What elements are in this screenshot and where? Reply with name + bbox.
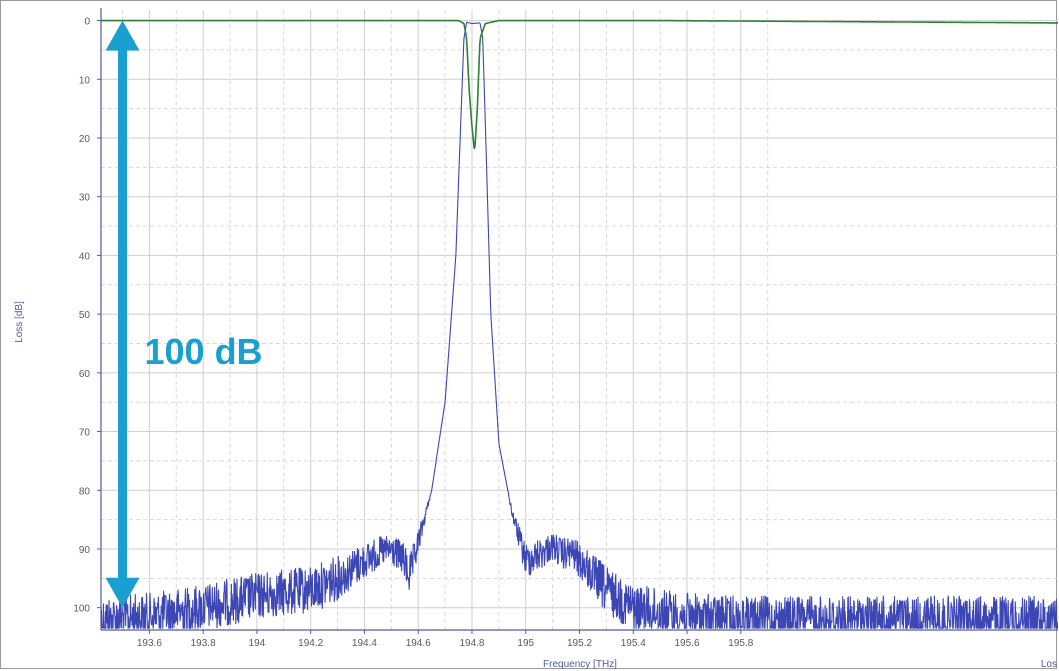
- x-tick-label: 195.4: [621, 638, 646, 649]
- y-tick-label: 100: [73, 604, 90, 615]
- x-tick-label: 195.2: [567, 638, 592, 649]
- x-tick-label: 194.4: [352, 638, 377, 649]
- y-tick-label: 80: [79, 486, 91, 497]
- annotation-arrow-head-top: [105, 20, 140, 51]
- x-tick-label: 193.8: [191, 638, 216, 649]
- x-tick-label: 194.6: [406, 638, 431, 649]
- right-axis-title: Los: [1041, 659, 1057, 670]
- y-tick-label: 0: [84, 17, 90, 28]
- y-tick-label: 60: [79, 369, 91, 380]
- x-tick-label: 195.8: [728, 638, 753, 649]
- annotation-label: 100 dB: [145, 331, 263, 372]
- x-tick-label: 194.8: [459, 638, 484, 649]
- y-axis-title: Loss [dB]: [14, 301, 25, 343]
- series-layer: [101, 19, 1058, 629]
- y-tick-label: 10: [79, 75, 91, 86]
- x-tick-label: 194.2: [298, 638, 323, 649]
- x-tick-label: 193.6: [137, 638, 162, 649]
- x-tick-label: 194: [249, 638, 266, 649]
- y-tick-label: 90: [79, 545, 91, 556]
- series-line-0: [101, 21, 1058, 629]
- series-line-1: [101, 19, 1058, 150]
- x-tick-label: 195.6: [675, 638, 700, 649]
- y-tick-label: 50: [79, 310, 91, 321]
- annotation-arrow-head-bottom: [105, 577, 140, 608]
- x-tick-label: 195: [517, 638, 534, 649]
- x-axis-title: Frequency [THz]: [543, 659, 617, 670]
- plot-grid: [101, 10, 1058, 630]
- y-tick-label: 30: [79, 193, 91, 204]
- y-tick-labels: 0 10 20 30 40 50 60 70 80 90 100: [73, 17, 101, 615]
- y-tick-label: 70: [79, 428, 91, 439]
- x-tick-labels: 193.6 193.8 194 194.2 194.4 194.6 194.8 195 195.…: [137, 630, 754, 649]
- y-tick-label: 20: [79, 134, 91, 145]
- dynamic-range-annotation: 100 dB: [105, 20, 263, 608]
- y-tick-label: 40: [79, 251, 91, 262]
